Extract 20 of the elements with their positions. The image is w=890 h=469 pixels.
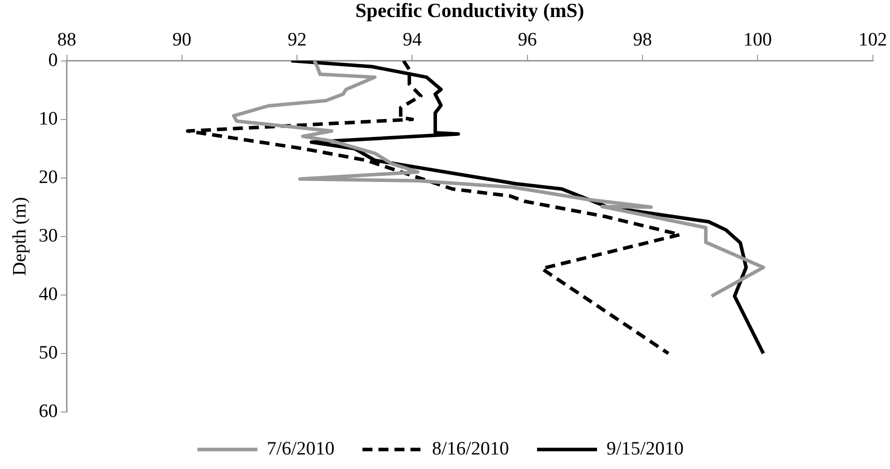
- x-tick-label: 102: [858, 29, 887, 50]
- y-tick-label: 20: [38, 166, 58, 188]
- legend-label: 9/15/2010: [606, 438, 684, 460]
- y-axis-title: Depth (m): [9, 197, 30, 276]
- x-tick-label: 100: [743, 29, 772, 50]
- x-tick-label: 90: [172, 29, 192, 50]
- y-tick-label: 10: [38, 108, 58, 130]
- x-tick-label: 98: [632, 29, 652, 50]
- x-tick-label: 92: [288, 29, 307, 50]
- y-tick-label: 30: [38, 225, 58, 246]
- y-tick-label: 0: [48, 50, 58, 71]
- legend-label: 7/6/2010: [266, 438, 334, 460]
- x-tick-label: 94: [402, 29, 422, 50]
- y-tick-label: 50: [38, 342, 58, 364]
- legend-label: 8/16/2010: [432, 438, 510, 460]
- x-axis-title: Specific Conductivity (mS): [355, 0, 584, 22]
- y-tick-label: 40: [38, 284, 58, 305]
- x-tick-label: 96: [518, 29, 537, 50]
- y-tick-label: 60: [38, 400, 58, 422]
- x-tick-label: 88: [57, 29, 76, 50]
